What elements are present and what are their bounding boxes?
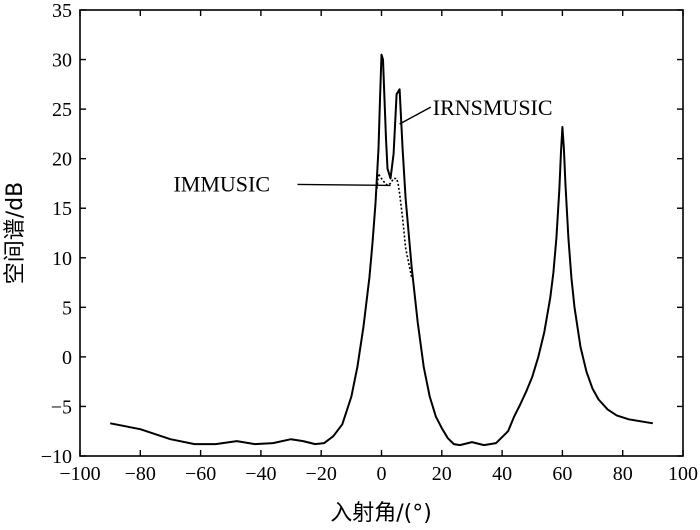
y-tick-label: 35 — [52, 0, 72, 22]
series-line-immusic — [376, 172, 413, 278]
x-tick-label: 0 — [377, 463, 387, 485]
annotation-label-immusic: IMMUSIC — [173, 171, 270, 196]
annotation-leader-immusic — [297, 183, 391, 187]
y-tick-label: 0 — [62, 347, 72, 369]
y-tick-label: 10 — [52, 248, 72, 270]
y-axis-title: 空间谱/dB — [3, 182, 28, 284]
x-tick-label: 20 — [432, 463, 452, 485]
x-tick-label: −100 — [59, 463, 100, 485]
x-axis-ticks: −100 −80 −60 −40 −20 0 20 40 60 80 100 — [59, 10, 698, 485]
annotation-layer: IRNSMUSIC IMMUSIC — [173, 95, 552, 196]
y-tick-label: −5 — [51, 396, 72, 418]
x-tick-label: −40 — [245, 463, 276, 485]
y-tick-label: 15 — [52, 198, 72, 220]
y-tick-label: 5 — [62, 297, 72, 319]
x-tick-label: −80 — [125, 463, 156, 485]
annotation-leader-irnsmusic — [399, 106, 432, 125]
annotation-label-irnsmusic: IRNSMUSIC — [433, 95, 553, 120]
x-axis-title: 入射角/(°) — [330, 501, 432, 526]
x-tick-label: 80 — [613, 463, 633, 485]
x-tick-label: 40 — [492, 463, 512, 485]
y-tick-label: 30 — [52, 50, 72, 72]
y-tick-label: 25 — [52, 99, 72, 121]
y-axis-ticks: −10 −5 0 5 10 15 20 25 30 35 — [41, 0, 683, 468]
x-tick-label: −60 — [185, 463, 216, 485]
y-tick-label: 20 — [52, 149, 72, 171]
x-tick-label: −20 — [306, 463, 337, 485]
series-line-irnsmusic — [110, 53, 654, 447]
x-tick-label: 100 — [668, 463, 698, 485]
y-tick-label: −10 — [41, 446, 72, 468]
x-tick-label: 60 — [552, 463, 572, 485]
series-layer — [110, 53, 654, 447]
